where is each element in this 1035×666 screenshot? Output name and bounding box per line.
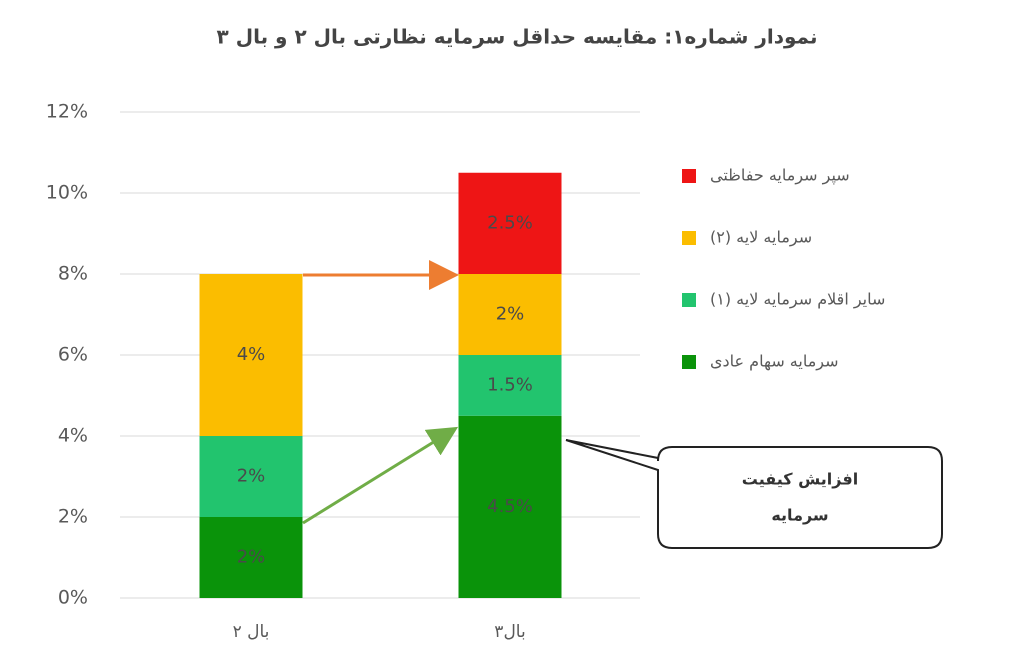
legend-swatch	[682, 355, 696, 369]
legend-label: سرمایه لایه (۲)	[710, 228, 812, 248]
y-tick-label: 4%	[58, 425, 88, 447]
chart-title: نمودار شماره۱: مقایسه حداقل سرمایه نظارت…	[217, 25, 818, 49]
y-tick-label: 8%	[58, 263, 88, 285]
bar-segment	[199, 517, 303, 598]
legend-swatch	[682, 231, 696, 245]
value-label: 1.5%	[487, 374, 533, 395]
x-tick-label: بال ۲	[233, 622, 270, 642]
value-label: 2%	[496, 304, 525, 325]
y-tick-label: 10%	[46, 182, 88, 204]
legend-swatch	[682, 293, 696, 307]
value-label: 4.5%	[487, 496, 533, 517]
legend-label: سپر سرمایه حفاظتی	[710, 166, 850, 186]
bar-segment	[199, 436, 303, 517]
legend-label: سرمایه سهام عادی	[710, 352, 839, 372]
y-tick-label: 0%	[58, 587, 88, 609]
value-label: 4%	[237, 344, 266, 365]
y-tick-label: 2%	[58, 506, 88, 528]
legend-swatch	[682, 169, 696, 183]
plot-area: 0% 2% 4% 6% 8% 10% 12% 2% 2% 4% بال ۲ 4.5% 1.5% 2% 2.5…	[46, 101, 886, 643]
callout-text: افزایش کیفیت	[742, 470, 858, 489]
value-label: 2.5%	[487, 212, 533, 233]
value-label: 2%	[237, 547, 266, 568]
callout-box	[565, 439, 943, 549]
arrow	[302, 426, 459, 525]
y-tick-label: 6%	[58, 344, 88, 366]
x-tick-label: بال۳	[494, 622, 525, 642]
bar-segment	[458, 415, 562, 598]
bar-segment	[199, 274, 303, 436]
bar-segment	[458, 355, 562, 416]
callout-text: سرمایه	[771, 506, 828, 525]
legend-label: سایر اقلام سرمایه لایه (۱)	[710, 290, 885, 310]
y-tick-label: 12%	[46, 101, 88, 123]
bar-segment	[458, 274, 562, 355]
bar-segment	[458, 172, 562, 274]
value-label: 2%	[237, 466, 266, 487]
